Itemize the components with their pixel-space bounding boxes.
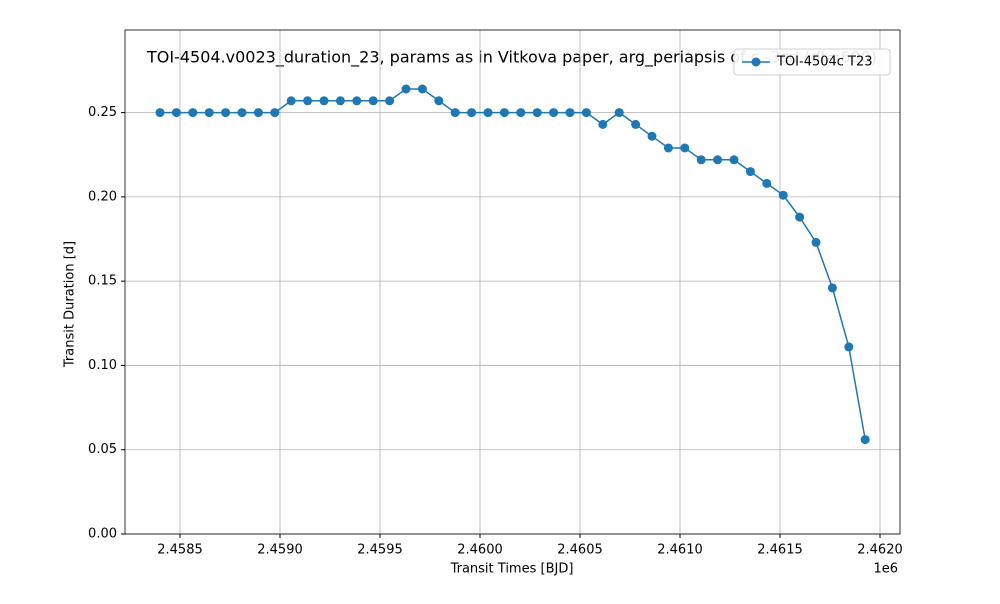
data-point bbox=[270, 108, 280, 118]
data-point bbox=[827, 283, 837, 293]
data-point bbox=[221, 108, 231, 118]
data-point bbox=[401, 84, 411, 94]
data-point bbox=[532, 108, 542, 118]
y-tick-label: 0.25 bbox=[88, 105, 117, 120]
x-tick-label: 2.4615 bbox=[757, 543, 803, 558]
data-point bbox=[335, 96, 345, 106]
data-point bbox=[385, 96, 395, 106]
y-axis-label: Transit Duration [d] bbox=[63, 241, 78, 368]
x-axis-label: Transit Times [BJD] bbox=[450, 562, 574, 577]
data-point bbox=[253, 108, 263, 118]
data-point bbox=[319, 96, 329, 106]
data-point bbox=[352, 96, 362, 106]
y-tick-label: 0.20 bbox=[88, 189, 117, 204]
x-tick-label: 2.4620 bbox=[857, 543, 903, 558]
data-point bbox=[286, 96, 296, 106]
data-point bbox=[713, 155, 723, 165]
legend-box bbox=[733, 48, 891, 76]
data-point bbox=[237, 108, 247, 118]
data-point bbox=[680, 143, 690, 153]
x-tick-label: 2.4585 bbox=[157, 543, 203, 558]
data-point bbox=[729, 155, 739, 165]
data-point bbox=[155, 108, 165, 118]
x-tick-label: 2.4605 bbox=[557, 543, 603, 558]
y-tick-label: 0.00 bbox=[88, 527, 117, 542]
y-tick-label: 0.05 bbox=[88, 442, 117, 457]
data-point bbox=[499, 108, 509, 118]
chart-title: TOI-4504.v0023_duration_23, params as in… bbox=[146, 48, 877, 68]
data-point bbox=[303, 96, 313, 106]
data-point bbox=[598, 119, 608, 129]
data-point bbox=[745, 167, 755, 177]
x-offset-label: 1e6 bbox=[873, 562, 898, 577]
y-tick-label: 0.10 bbox=[88, 358, 117, 373]
data-point bbox=[565, 108, 575, 118]
data-point bbox=[778, 190, 788, 200]
data-point bbox=[696, 155, 706, 165]
data-point bbox=[631, 119, 641, 129]
plot-frame bbox=[124, 29, 901, 535]
data-point bbox=[860, 435, 870, 445]
data-point bbox=[663, 143, 673, 153]
legend-label: TOI-4504c T23 bbox=[776, 55, 873, 70]
data-point bbox=[434, 96, 444, 106]
y-tick-label: 0.15 bbox=[88, 274, 117, 289]
data-point bbox=[483, 108, 493, 118]
data-point bbox=[171, 108, 181, 118]
data-point bbox=[647, 131, 657, 141]
data-point bbox=[581, 108, 591, 118]
data-point bbox=[811, 237, 821, 247]
legend-marker bbox=[751, 57, 761, 67]
data-point bbox=[467, 108, 477, 118]
x-tick-label: 2.4590 bbox=[257, 543, 303, 558]
data-point bbox=[188, 108, 198, 118]
x-tick-label: 2.4595 bbox=[357, 543, 403, 558]
x-tick-label: 2.4610 bbox=[657, 543, 703, 558]
data-point bbox=[549, 108, 559, 118]
data-point bbox=[795, 212, 805, 222]
data-point bbox=[762, 178, 772, 188]
data-point bbox=[844, 342, 854, 352]
data-point bbox=[450, 108, 460, 118]
data-point bbox=[516, 108, 526, 118]
data-line bbox=[160, 88, 866, 440]
x-tick-label: 2.4600 bbox=[457, 543, 503, 558]
data-point bbox=[614, 108, 624, 118]
data-point bbox=[368, 96, 378, 106]
data-point bbox=[417, 84, 427, 94]
data-point bbox=[204, 108, 214, 118]
